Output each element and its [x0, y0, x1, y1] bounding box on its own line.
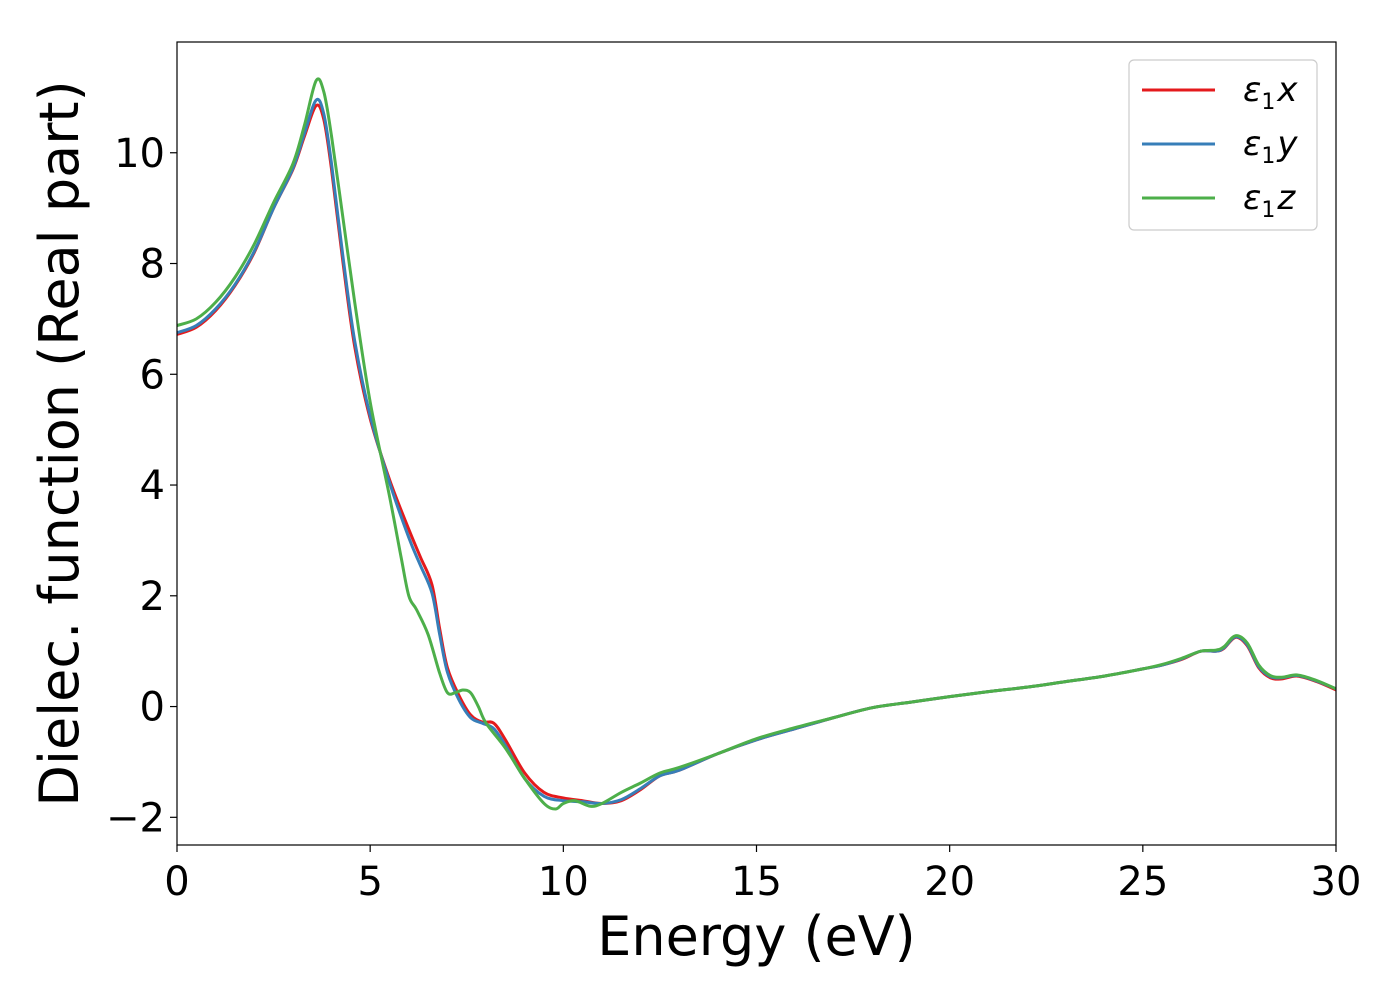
legend-box	[1128, 59, 1318, 231]
legend-label-y: ε1y	[1243, 124, 1298, 169]
x-tick-label: 30	[1311, 859, 1362, 905]
y-tick-label: 6	[140, 352, 165, 398]
series-lines	[177, 77, 1336, 811]
y-tick-label: 8	[140, 242, 165, 288]
x-tick-label: 10	[538, 859, 589, 905]
legend-label-z: ε1z	[1243, 178, 1296, 223]
y-tick-label: 4	[140, 463, 165, 509]
y-tick-label: 2	[140, 574, 165, 620]
x-tick-label: 15	[731, 859, 782, 905]
series-line-z	[177, 77, 1336, 811]
x-tick-label: 5	[357, 859, 382, 905]
y-tick-label: 0	[140, 685, 165, 731]
legend-label-x: ε1x	[1243, 70, 1298, 115]
x-axis-label: Energy (eV)	[597, 905, 916, 968]
y-axis-label: Dielec. function (Real part)	[28, 80, 91, 806]
y-tick-label: −2	[106, 795, 165, 841]
x-tick-label: 25	[1117, 859, 1168, 905]
x-tick-label: 20	[924, 859, 975, 905]
y-tick-label: 10	[114, 131, 165, 177]
plot-area	[177, 77, 1336, 811]
legend: ε1x ε1y ε1z	[1128, 59, 1318, 231]
x-tick-label: 0	[164, 859, 189, 905]
